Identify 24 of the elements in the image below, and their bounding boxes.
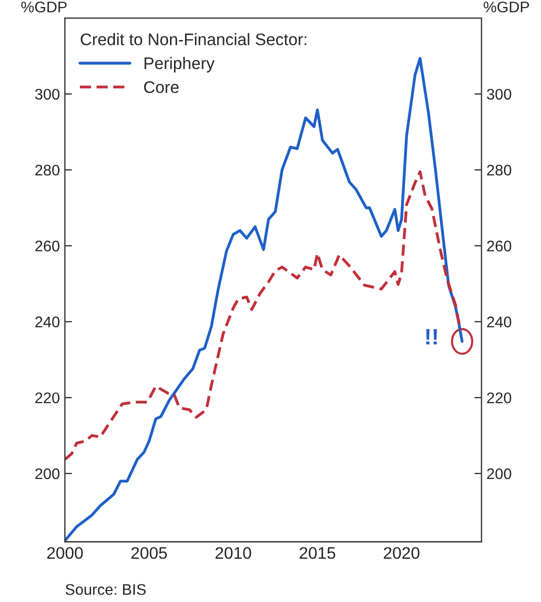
- y-tick-label: 300: [35, 88, 60, 100]
- legend-label: Core: [144, 81, 179, 94]
- y-tick-label: 200: [35, 468, 60, 480]
- annotation: !!: [426, 329, 437, 344]
- y2-tick-label: 240: [487, 316, 512, 328]
- y-tick-label: 260: [35, 240, 60, 252]
- y2-tick-label: 280: [487, 164, 512, 176]
- y-tick-label: 220: [35, 392, 60, 404]
- source-note: Source: BIS: [66, 584, 146, 595]
- y2-tick-label: 200: [487, 468, 512, 480]
- legend-label: Periphery: [144, 56, 215, 72]
- y-tick-label: 280: [35, 164, 60, 176]
- x-tick-label: 2000: [47, 547, 83, 559]
- x-tick-label: 2015: [300, 547, 336, 559]
- x-tick-label: 2020: [384, 547, 420, 559]
- x-tick-label: 2010: [216, 547, 252, 559]
- y2-tick-label: 260: [487, 240, 512, 252]
- y-tick-label: 240: [35, 316, 60, 328]
- y2-axis-title: %GDP: [484, 2, 530, 12]
- y2-tick-label: 220: [487, 392, 512, 404]
- y2-tick-label: 300: [486, 88, 512, 100]
- legend-title: Credit to Non-Financial Sector:: [80, 33, 306, 46]
- x-tick-label: 2005: [131, 547, 167, 559]
- y-axis-title: %GDP: [21, 2, 67, 12]
